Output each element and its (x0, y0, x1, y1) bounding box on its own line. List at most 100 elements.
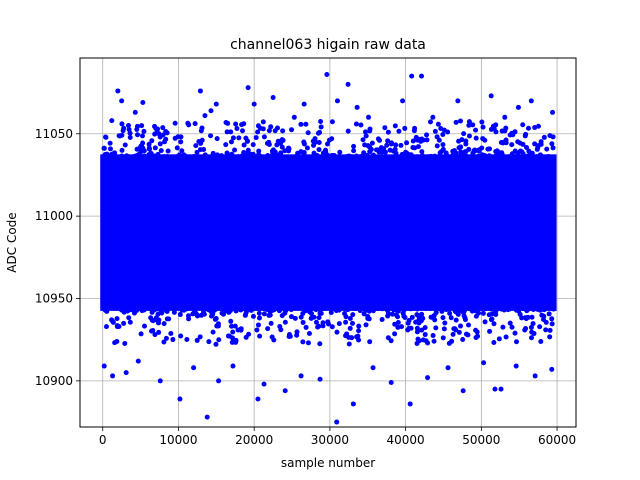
data-point (374, 305, 380, 311)
y-axis-label: ADC Code (5, 212, 19, 272)
data-point (317, 341, 323, 347)
data-point (138, 331, 144, 337)
data-point (268, 305, 274, 311)
data-point (461, 131, 467, 137)
data-point (305, 340, 311, 346)
data-point (282, 388, 288, 394)
data-point (288, 307, 294, 313)
data-point (491, 339, 497, 345)
data-point (415, 144, 421, 150)
data-point (365, 143, 371, 149)
data-point (134, 146, 140, 152)
data-point (442, 320, 448, 326)
data-point (404, 140, 410, 146)
data-point (515, 150, 521, 156)
data-point (115, 88, 121, 94)
data-point (352, 306, 358, 312)
data-point (351, 143, 357, 149)
data-point (513, 363, 519, 369)
data-point (432, 128, 438, 134)
data-point (435, 121, 441, 127)
data-point (392, 123, 398, 129)
data-point (549, 306, 555, 312)
data-point (367, 339, 373, 345)
data-point (247, 151, 253, 157)
data-point (516, 308, 522, 314)
data-point (238, 307, 244, 313)
data-point (181, 307, 187, 313)
data-point (194, 149, 200, 155)
data-point (245, 85, 251, 91)
data-point (329, 119, 335, 125)
data-point (194, 337, 200, 343)
data-point (333, 308, 339, 314)
data-point (270, 95, 276, 101)
data-point (350, 312, 356, 318)
data-point (349, 335, 355, 341)
data-point (313, 319, 319, 325)
data-point (257, 333, 263, 339)
data-point (357, 308, 363, 314)
data-point (484, 154, 490, 160)
data-point (266, 128, 272, 134)
data-point (434, 143, 440, 149)
data-point (261, 306, 267, 312)
data-point (524, 145, 530, 151)
data-point (427, 306, 433, 312)
data-point (265, 326, 271, 332)
data-point (255, 396, 261, 402)
data-point (295, 150, 301, 156)
data-point (239, 153, 245, 159)
data-point (110, 319, 116, 325)
data-point (245, 147, 251, 153)
data-point (220, 311, 226, 317)
data-point (192, 121, 198, 127)
data-point (453, 327, 459, 333)
data-point (278, 150, 284, 156)
data-point (507, 320, 513, 326)
data-point (549, 141, 555, 147)
data-point (324, 71, 330, 77)
data-point (400, 98, 406, 104)
data-point (109, 118, 115, 124)
data-point (525, 125, 531, 131)
data-point (413, 134, 419, 140)
data-point (121, 320, 127, 326)
data-point (419, 149, 425, 155)
data-point (430, 333, 436, 339)
data-point (440, 335, 446, 341)
data-point (488, 154, 494, 160)
data-point (279, 313, 285, 319)
data-point (286, 333, 292, 339)
data-point (146, 141, 152, 147)
data-point (410, 144, 416, 150)
data-point (227, 308, 233, 314)
data-point (441, 326, 447, 332)
data-point (318, 124, 324, 130)
data-point (440, 131, 446, 137)
data-point (316, 147, 322, 153)
y-tick-label: 10950 (35, 292, 73, 306)
data-point (107, 140, 113, 146)
data-point (240, 128, 246, 134)
data-point (446, 305, 452, 311)
data-point (541, 307, 547, 313)
data-point (170, 337, 176, 343)
data-point (499, 128, 505, 134)
data-point (407, 401, 413, 407)
data-point (375, 147, 381, 153)
data-point (354, 104, 360, 110)
data-point (461, 313, 467, 319)
data-point (473, 135, 479, 141)
data-point (140, 140, 146, 146)
data-point (260, 126, 266, 132)
data-point (438, 148, 444, 154)
data-point (343, 314, 349, 320)
data-point (438, 125, 444, 131)
data-point (532, 124, 538, 130)
data-point (114, 323, 120, 329)
data-point (384, 142, 390, 148)
data-point (301, 101, 307, 107)
data-point (134, 123, 140, 129)
